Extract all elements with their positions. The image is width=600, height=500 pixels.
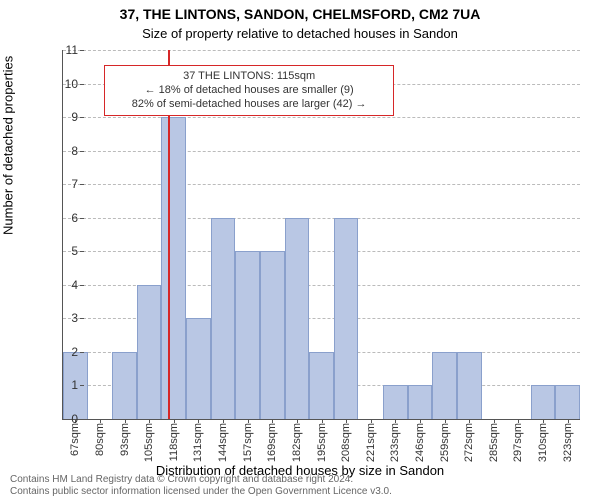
y-tick-label: 6 (48, 211, 78, 225)
y-tick-label: 0 (48, 412, 78, 426)
y-tick-label: 2 (48, 345, 78, 359)
x-tick-label: 259sqm (439, 419, 451, 462)
x-tick-label: 118sqm (168, 419, 180, 461)
y-tick-label: 11 (48, 43, 78, 57)
x-tick-label: 157sqm (242, 419, 254, 462)
x-tick-label: 131sqm (192, 419, 204, 462)
x-tick-label: 272sqm (463, 419, 475, 462)
bar (309, 352, 334, 419)
bar (457, 352, 482, 419)
gridline (63, 117, 580, 118)
y-tick-label: 1 (48, 378, 78, 392)
y-tick-label: 7 (48, 177, 78, 191)
chart-title-main: 37, THE LINTONS, SANDON, CHELMSFORD, CM2… (0, 6, 600, 22)
gridline (63, 50, 580, 51)
plot-area: 67sqm80sqm93sqm105sqm118sqm131sqm144sqm1… (62, 50, 580, 420)
y-tick-label: 8 (48, 144, 78, 158)
attribution-line-2: Contains public sector information licen… (10, 486, 392, 498)
x-tick-label: 80sqm (94, 419, 106, 456)
x-tick-label: 233sqm (389, 419, 401, 462)
x-tick-label: 208sqm (340, 419, 352, 462)
bar (408, 385, 433, 419)
gridline (63, 151, 580, 152)
bar (432, 352, 457, 419)
attribution-line-1: Contains HM Land Registry data © Crown c… (10, 474, 392, 486)
y-tick-label: 10 (48, 77, 78, 91)
x-tick-label: 323sqm (562, 419, 574, 462)
x-tick-label: 182sqm (291, 419, 303, 462)
x-tick-label: 310sqm (537, 419, 549, 462)
bar (531, 385, 556, 419)
bar (211, 218, 236, 419)
chart-title-sub: Size of property relative to detached ho… (0, 26, 600, 41)
x-tick-label: 285sqm (488, 419, 500, 462)
x-tick-label: 105sqm (143, 419, 155, 462)
bar (161, 117, 186, 419)
attribution: Contains HM Land Registry data © Crown c… (10, 474, 392, 498)
x-tick-label: 169sqm (266, 419, 278, 462)
x-tick-label: 195sqm (316, 419, 328, 462)
x-tick-label: 246sqm (414, 419, 426, 462)
gridline (63, 251, 580, 252)
bar (334, 218, 359, 419)
x-tick-label: 93sqm (119, 419, 131, 456)
x-tick-label: 297sqm (512, 419, 524, 462)
callout-box: 37 THE LINTONS: 115sqm← 18% of detached … (104, 65, 394, 116)
bar (285, 218, 310, 419)
bar (186, 318, 211, 419)
bar (112, 352, 137, 419)
gridline (63, 184, 580, 185)
x-tick-label: 221sqm (365, 419, 377, 462)
y-axis-label: Number of detached properties (1, 56, 16, 235)
y-tick-label: 3 (48, 311, 78, 325)
callout-line: ← 18% of detached houses are smaller (9) (111, 83, 387, 97)
bar (260, 251, 285, 419)
figure: 37, THE LINTONS, SANDON, CHELMSFORD, CM2… (0, 0, 600, 500)
x-tick-label: 144sqm (217, 419, 229, 462)
bar (555, 385, 580, 419)
y-tick-label: 9 (48, 110, 78, 124)
gridline (63, 218, 580, 219)
y-tick-label: 4 (48, 278, 78, 292)
y-tick-label: 5 (48, 244, 78, 258)
callout-line: 82% of semi-detached houses are larger (… (111, 97, 387, 111)
bar (137, 285, 162, 419)
bar (383, 385, 408, 419)
bar (235, 251, 260, 419)
callout-line: 37 THE LINTONS: 115sqm (111, 69, 387, 83)
